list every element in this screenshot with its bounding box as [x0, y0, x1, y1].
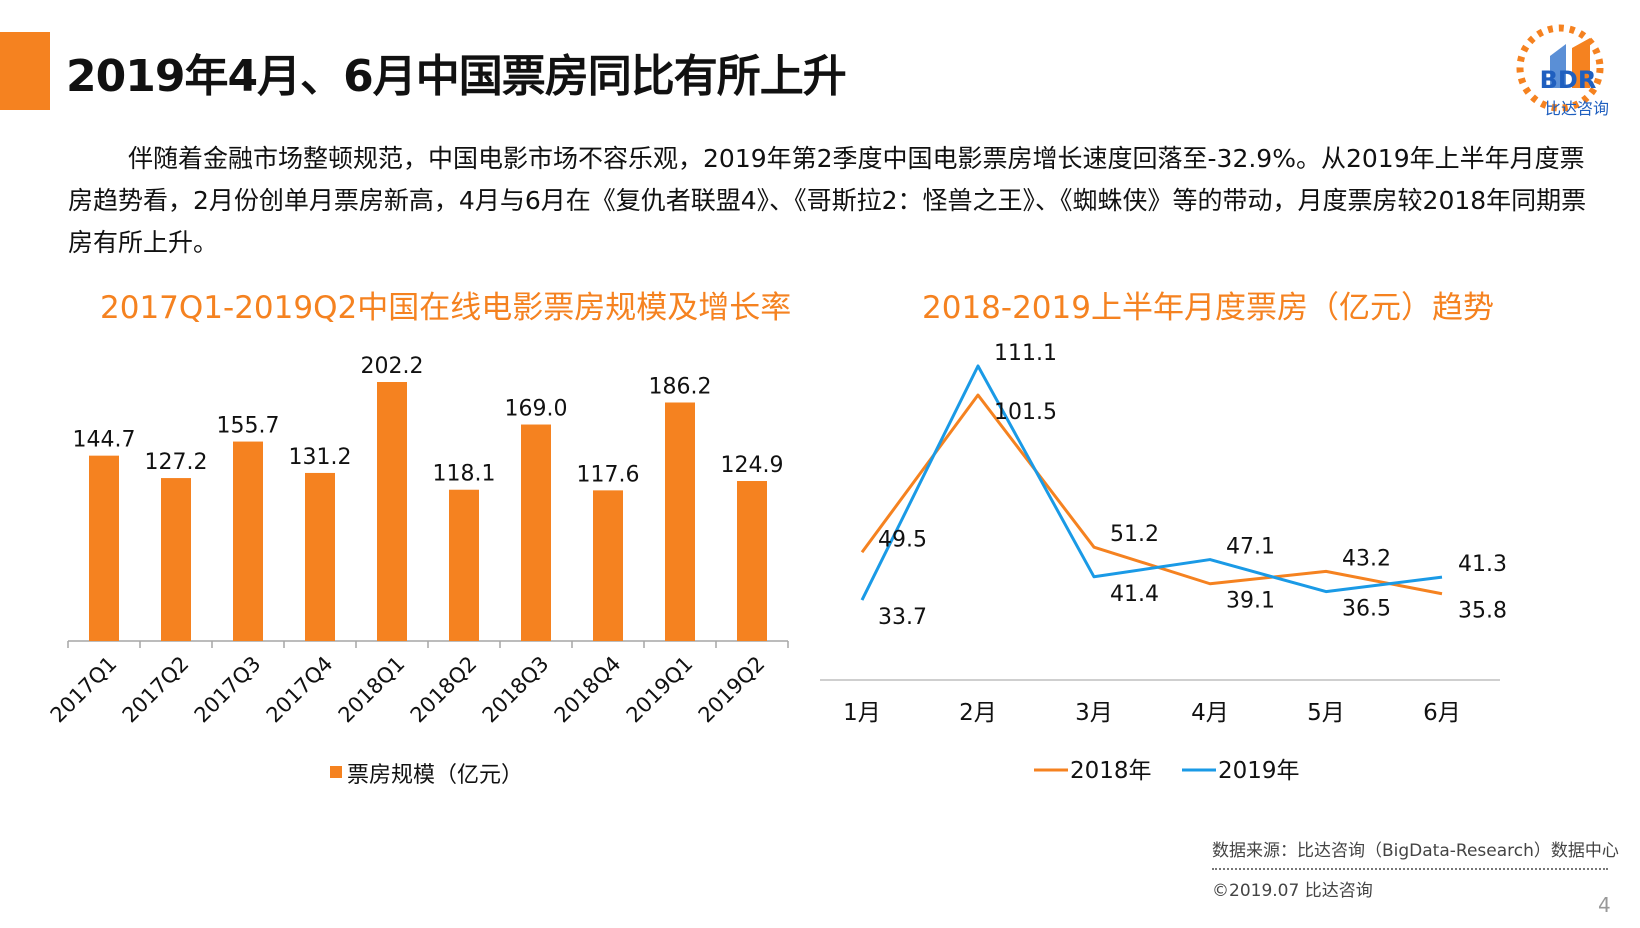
- x-tick-label: 2017Q4: [262, 652, 338, 728]
- data-label-2019年: 36.5: [1342, 597, 1391, 622]
- series-line-2019年: [860, 364, 1443, 601]
- bar-chart: 144.7 2017Q1 127.2 2017Q2 155.7 2017Q3 131.2 20…: [46, 354, 789, 788]
- x-tick-label: 5月: [1307, 700, 1345, 726]
- data-label-2019年: 41.3: [1458, 552, 1507, 577]
- data-label-2019年: 47.1: [1226, 535, 1275, 560]
- line-chart: 1月 2月 3月 4月 5月 6月 49.5 33.7 101.5 111.1 51.2 41.4 39…: [820, 341, 1507, 784]
- x-tick-label: 2018Q1: [334, 652, 410, 728]
- data-label-2018年: 39.1: [1226, 589, 1275, 614]
- bar: [737, 481, 767, 641]
- x-tick-label: 2018Q4: [550, 652, 626, 728]
- logo-subtitle: 比达咨询: [1545, 99, 1610, 118]
- legend-swatch: [330, 766, 342, 778]
- bar: [305, 472, 335, 641]
- bar: [161, 478, 191, 641]
- legend-label: 票房规模（亿元）: [347, 763, 523, 788]
- legend-label: 2018年: [1070, 758, 1152, 784]
- data-label-2018年: 43.2: [1342, 546, 1391, 571]
- copyright: ©2019.07 比达咨询: [1212, 881, 1373, 901]
- x-tick-label: 4月: [1191, 700, 1229, 726]
- x-tick-label: 2月: [959, 700, 997, 726]
- data-label-2019年: 41.4: [1110, 582, 1159, 607]
- bar: [593, 490, 623, 641]
- x-tick-label: 1月: [843, 700, 881, 726]
- bar-value-label: 127.2: [145, 450, 208, 475]
- bar-value-label: 124.9: [721, 453, 784, 478]
- bar-value-label: 144.7: [73, 428, 136, 453]
- page-number: 4: [1598, 893, 1611, 917]
- bar-value-label: 118.1: [433, 462, 496, 487]
- x-tick-label: 2018Q3: [478, 652, 554, 728]
- page-title: 2019年4月、6月中国票房同比有所上升: [66, 51, 847, 102]
- bar-value-label: 155.7: [217, 414, 280, 439]
- x-tick-label: 2017Q3: [190, 652, 266, 728]
- bar: [89, 455, 119, 641]
- line-chart-title: 2018-2019上半年月度票房（亿元）趋势: [922, 290, 1494, 326]
- summary-paragraph: 伴随着金融市场整顿规范，中国电影市场不容乐观，2019年第2季度中国电影票房增长…: [68, 138, 1588, 264]
- x-tick-label: 2017Q1: [46, 652, 122, 728]
- series-line-2018年: [860, 393, 1443, 596]
- bar-value-label: 131.2: [289, 445, 352, 470]
- x-tick-label: 2019Q1: [622, 652, 698, 728]
- data-label-2018年: 49.5: [878, 527, 927, 552]
- x-tick-label: 2019Q2: [694, 652, 770, 728]
- data-label-2018年: 51.2: [1110, 522, 1159, 547]
- bar-value-label: 169.0: [505, 397, 568, 422]
- data-label-2019年: 111.1: [994, 341, 1057, 366]
- bdr-logo-icon: BDR: [1516, 24, 1604, 112]
- divider: [1212, 868, 1608, 870]
- bar: [449, 489, 479, 641]
- title-accent-bar: [0, 32, 50, 110]
- data-label-2018年: 101.5: [994, 400, 1057, 425]
- x-tick-label: 2017Q2: [118, 652, 194, 728]
- bar: [665, 402, 695, 641]
- bar-value-label: 202.2: [361, 354, 424, 379]
- data-source: 数据来源：比达咨询（BigData-Research）数据中心: [1212, 841, 1619, 861]
- data-label-2018年: 35.8: [1458, 599, 1507, 624]
- legend-label: 2019年: [1218, 758, 1300, 784]
- bar-chart-title: 2017Q1-2019Q2中国在线电影票房规模及增长率: [100, 290, 792, 326]
- bar-value-label: 117.6: [577, 462, 640, 487]
- bar: [521, 424, 551, 641]
- bar: [233, 441, 263, 641]
- x-tick-label: 2018Q2: [406, 652, 482, 728]
- bar-value-label: 186.2: [649, 374, 712, 399]
- logo-text: BDR: [1540, 66, 1597, 94]
- data-label-2019年: 33.7: [878, 605, 927, 630]
- summary-text: 伴随着金融市场整顿规范，中国电影市场不容乐观，2019年第2季度中国电影票房增长…: [68, 144, 1587, 257]
- x-tick-label: 3月: [1075, 700, 1113, 726]
- x-tick-label: 6月: [1423, 700, 1461, 726]
- bar: [377, 382, 407, 641]
